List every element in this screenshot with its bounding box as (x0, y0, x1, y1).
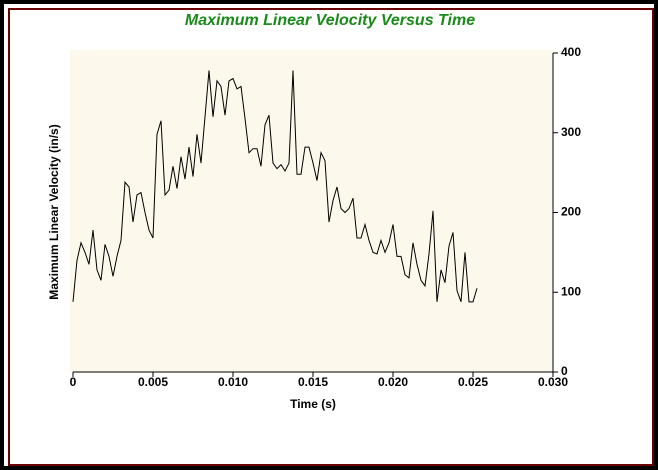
chart-title: Maximum Linear Velocity Versus Time (185, 12, 475, 29)
x-tick-label: 0 (70, 375, 77, 389)
y-axis-label: Maximum Linear Velocity (in/s) (47, 124, 61, 299)
data-line (72, 70, 478, 303)
y-tick-label: 0 (561, 364, 568, 378)
plot-area (70, 50, 553, 372)
x-tick-label: 0.015 (298, 375, 328, 389)
x-tick-label: 0.020 (378, 375, 408, 389)
y-tick-label: 200 (561, 205, 581, 219)
inner-border (8, 8, 654, 466)
x-tick-label: 0.030 (538, 375, 568, 389)
x-tick-label: 0.025 (458, 375, 488, 389)
x-tick-label: 0.005 (138, 375, 168, 389)
y-tick-label: 300 (561, 125, 581, 139)
y-tick-label: 100 (561, 284, 581, 298)
x-tick-label: 0.010 (218, 375, 248, 389)
y-tick-label: 400 (561, 45, 581, 59)
x-axis-label: Time (s) (290, 397, 336, 411)
